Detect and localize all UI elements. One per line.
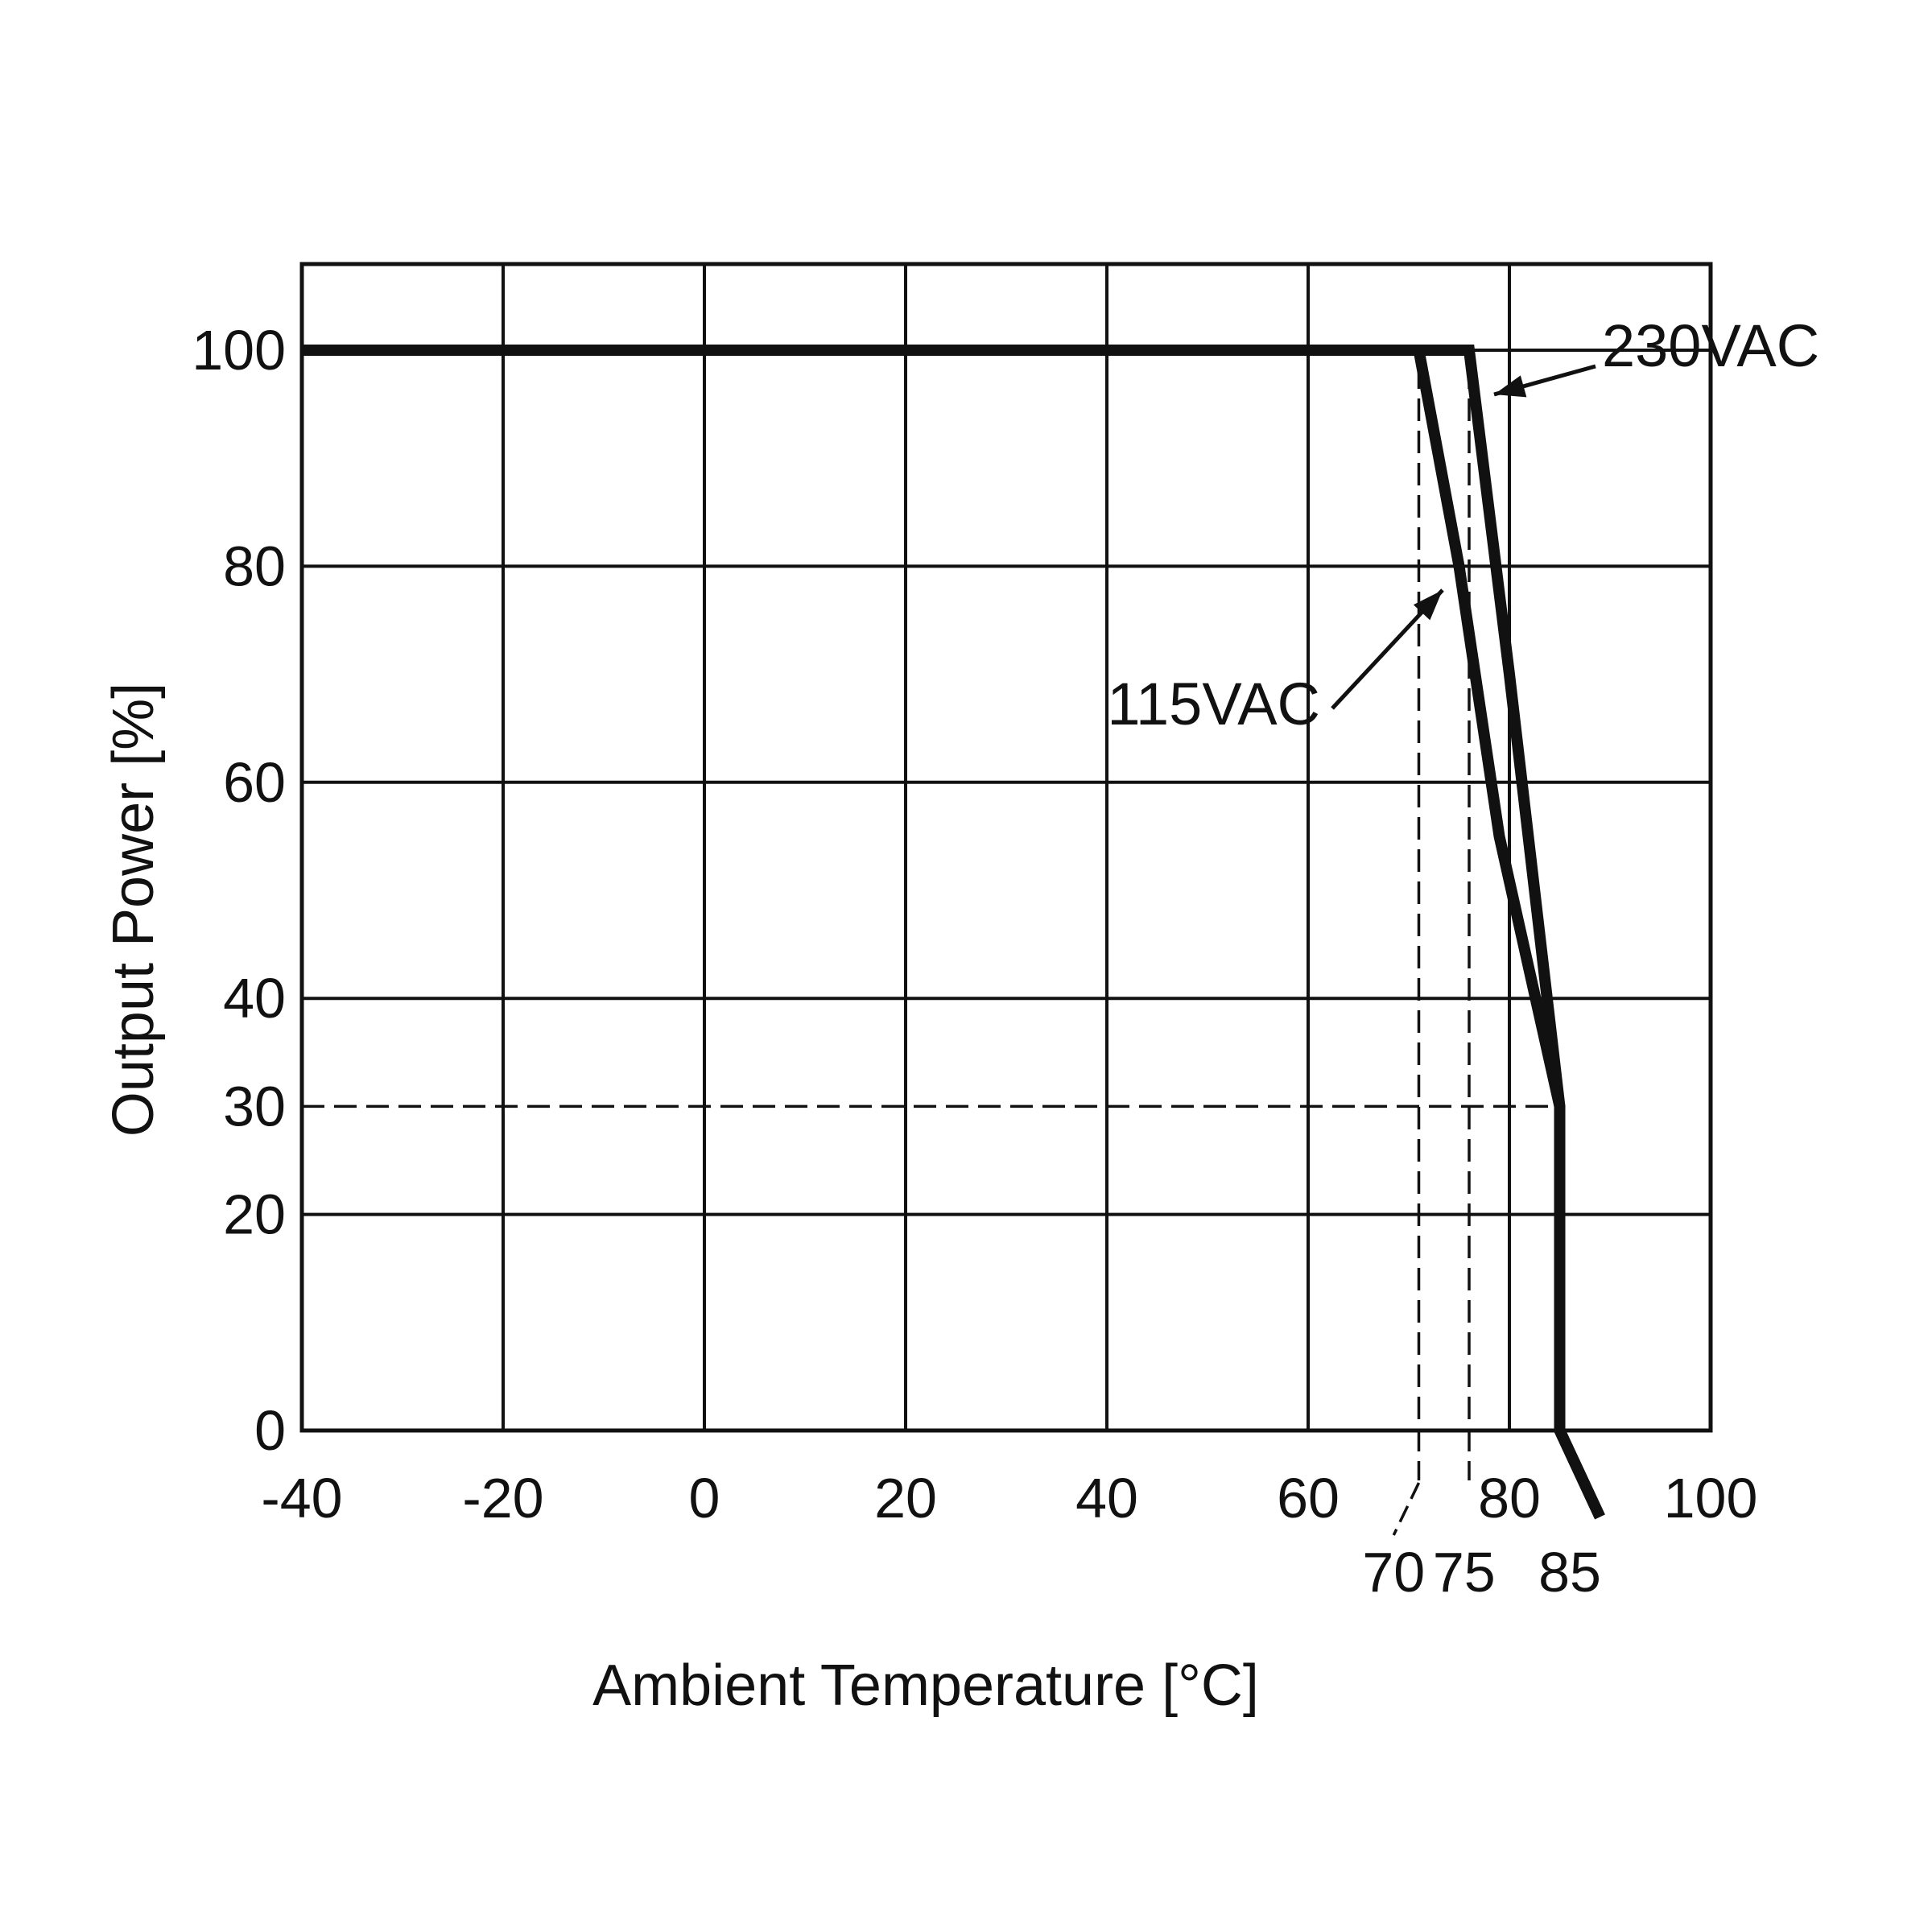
reference-lines xyxy=(302,366,1560,1536)
tick-leader-70 xyxy=(1392,1482,1421,1536)
y-tick-label: 30 xyxy=(223,1075,286,1137)
y-tick-label: 20 xyxy=(223,1183,286,1246)
series-line-230vac xyxy=(302,345,1605,1520)
series-lines xyxy=(302,345,1605,1520)
tick-labels: -40 -20 0 20 40 60 80 100 70 75 85 0 20 30 40 60 80 100 xyxy=(192,319,1757,1604)
x-tick-label: 60 xyxy=(1277,1467,1340,1530)
x-tick-label: 20 xyxy=(874,1467,937,1530)
x-tick-label: -40 xyxy=(261,1467,342,1530)
x-tick-label-extra: 85 xyxy=(1538,1541,1601,1604)
series-label-230vac: 230VAC xyxy=(1602,312,1819,379)
series-line-115vac xyxy=(302,345,1605,1520)
x-tick-label: -20 xyxy=(462,1467,543,1530)
y-tick-label: 80 xyxy=(223,535,286,597)
x-tick-label: 100 xyxy=(1664,1467,1758,1530)
series-230vac-arrowhead xyxy=(1494,375,1527,398)
x-tick-label: 80 xyxy=(1478,1467,1541,1530)
x-axis-label: Ambient Temperature [°C] xyxy=(592,1653,1259,1718)
y-tick-label: 100 xyxy=(192,319,286,382)
y-axis-label: Output Power [%] xyxy=(101,683,166,1137)
series-115vac-arrowhead xyxy=(1413,590,1443,621)
x-tick-label-extra: 70 xyxy=(1362,1541,1425,1604)
x-tick-label: 40 xyxy=(1075,1467,1138,1530)
y-tick-label: 0 xyxy=(254,1399,286,1462)
y-tick-label: 40 xyxy=(223,967,286,1030)
x-tick-label-extra: 75 xyxy=(1433,1541,1496,1604)
x-tick-label: 0 xyxy=(689,1467,720,1530)
y-tick-label: 60 xyxy=(223,751,286,814)
series-annotations: 230VAC 115VAC xyxy=(1107,312,1819,737)
plot-frame xyxy=(299,262,1713,1433)
series-label-115vac: 115VAC xyxy=(1107,671,1320,737)
